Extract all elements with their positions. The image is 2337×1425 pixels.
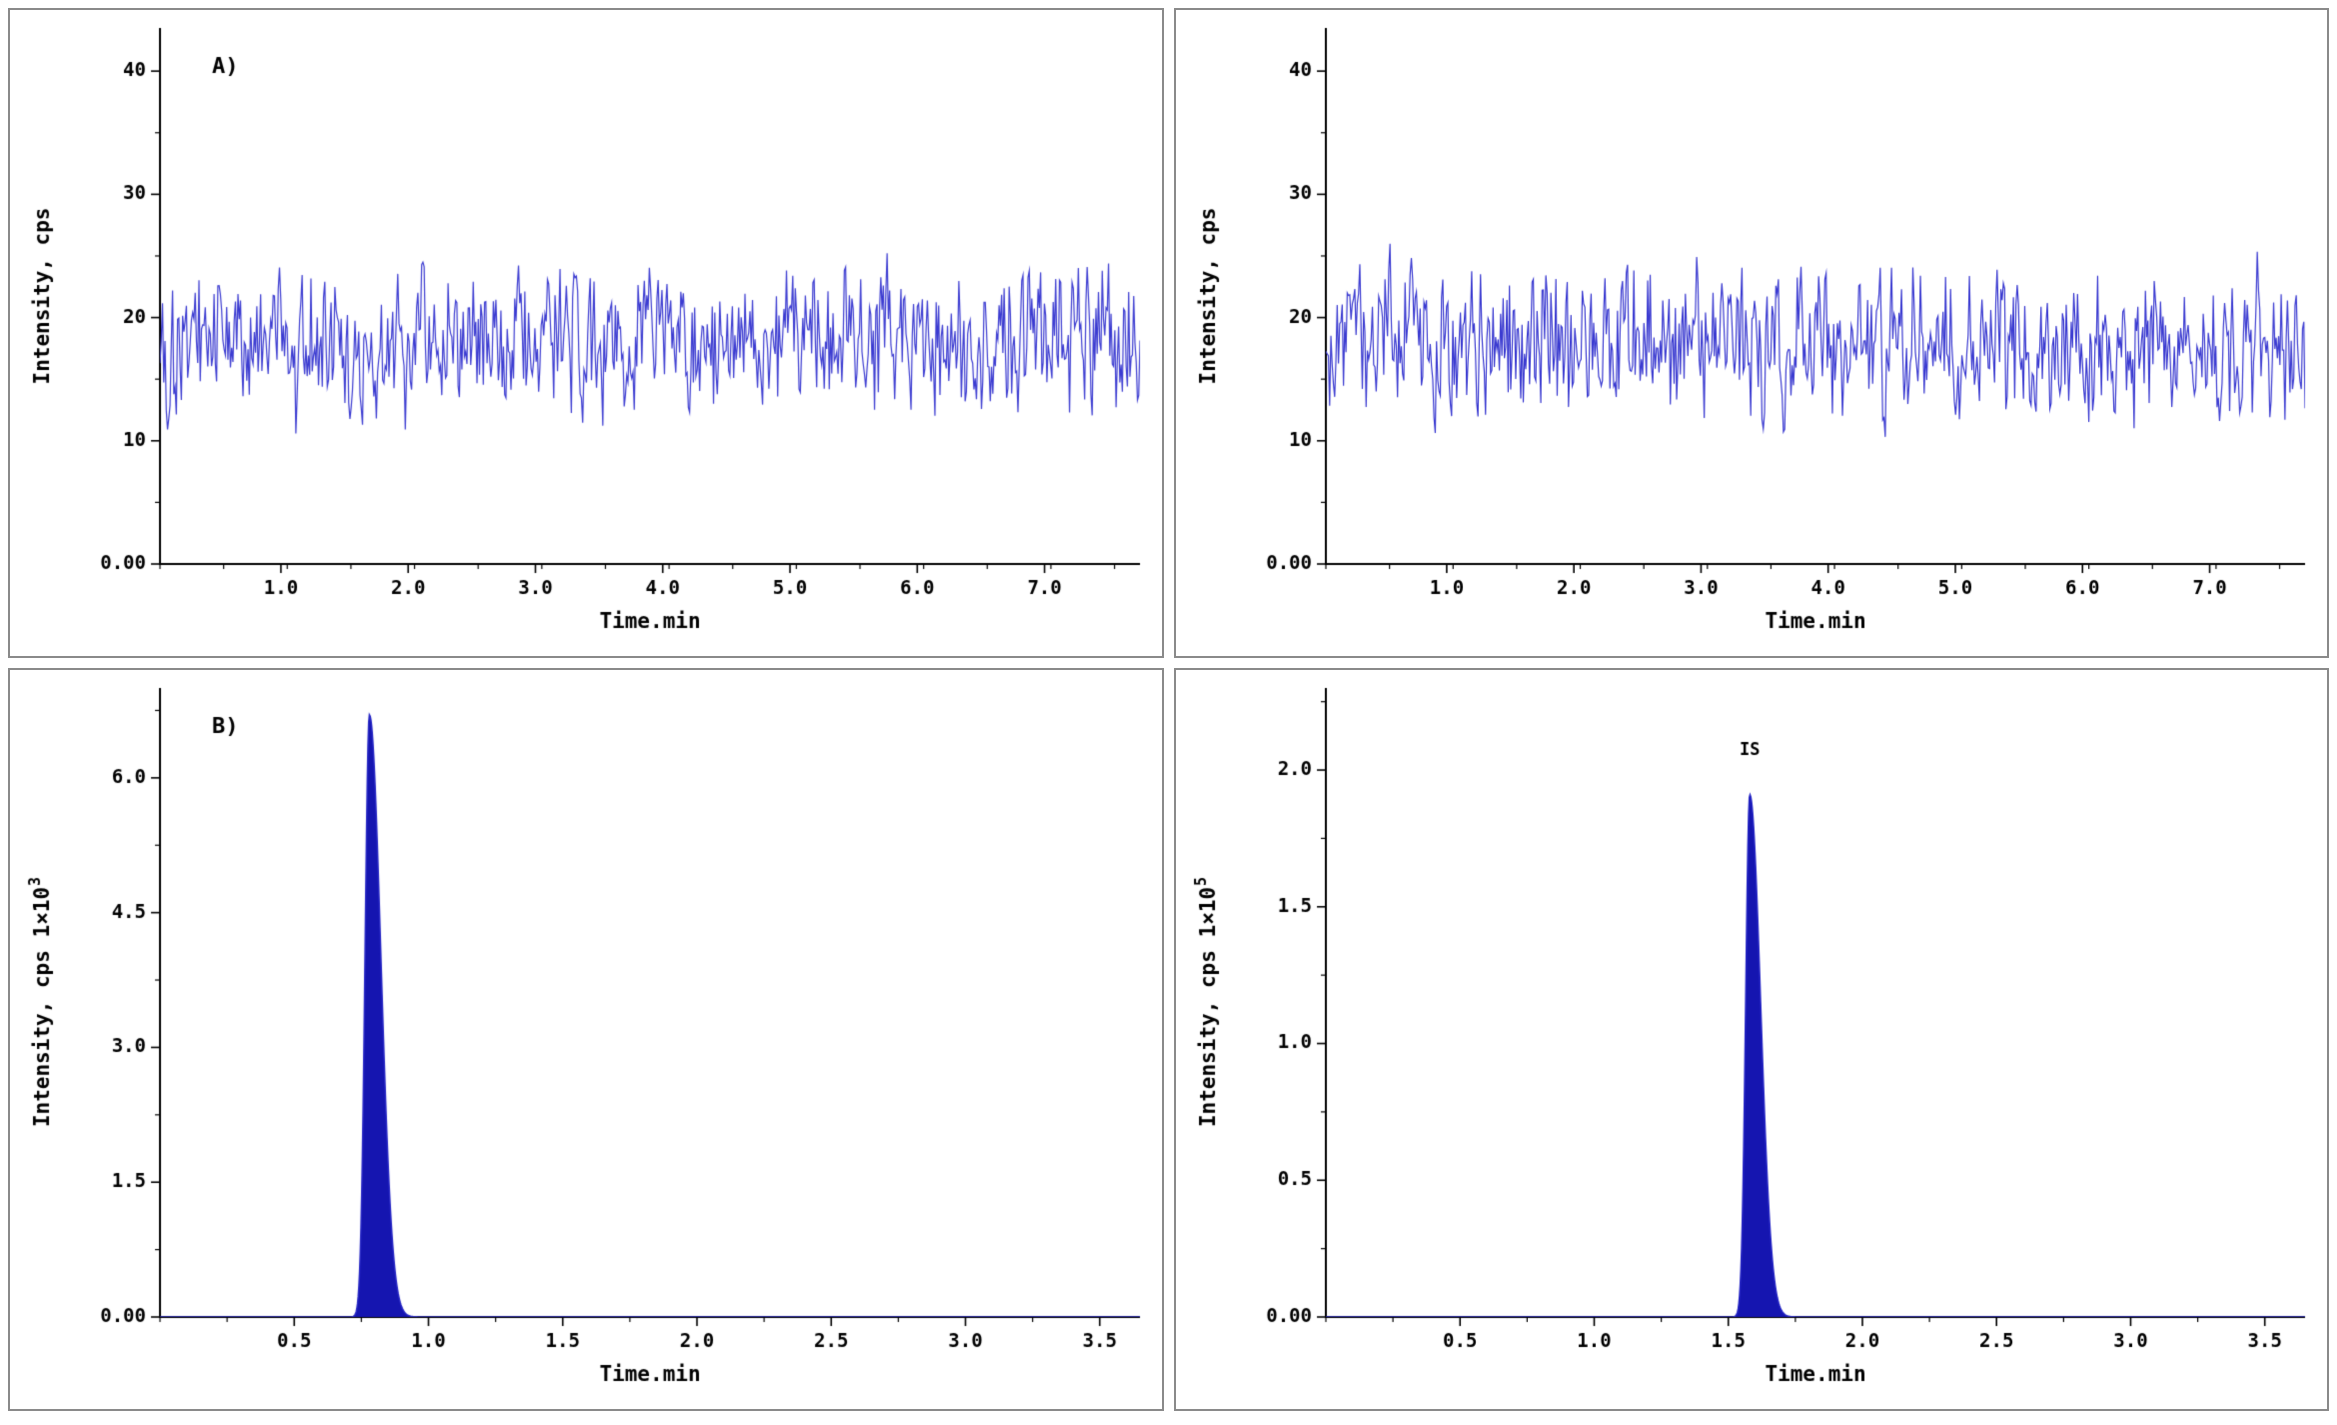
noise-chromatogram-right-canvas — [1175, 10, 2327, 656]
panel-noise-left — [8, 8, 1164, 658]
noise-chromatogram-left-canvas — [10, 10, 1162, 656]
panel-peak-right — [1173, 668, 2329, 1411]
panel-noise-right — [1173, 8, 2329, 658]
panel-peak-left — [8, 668, 1164, 1411]
peak-chromatogram-right-canvas — [1175, 670, 2327, 1409]
peak-chromatogram-left-canvas — [10, 670, 1162, 1409]
